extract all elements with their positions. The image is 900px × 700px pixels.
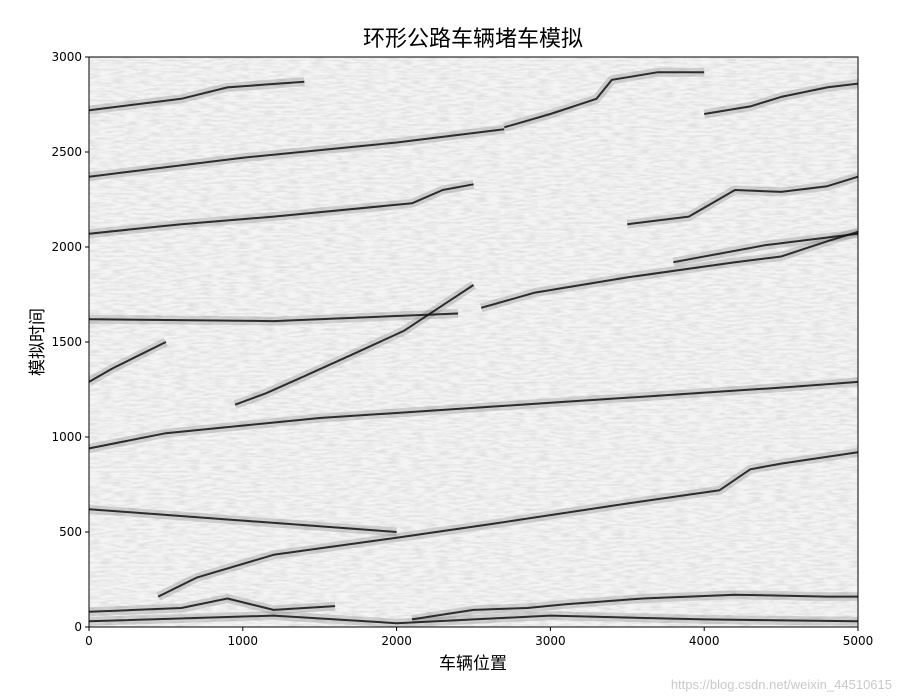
x-tick-label: 1000: [228, 634, 259, 648]
x-tick-label: 0: [85, 634, 93, 648]
x-tick-label: 3000: [535, 634, 566, 648]
jam-trace: [673, 232, 858, 264]
y-tick-label: 2500: [51, 145, 82, 159]
jam-trace: [89, 508, 397, 533]
jam-trace: [89, 597, 336, 613]
jam-trace: [480, 230, 858, 309]
watermark: https://blog.csdn.net/weixin_44510615: [670, 677, 892, 692]
jam-traces: [89, 71, 858, 625]
jam-trace: [234, 284, 475, 406]
y-tick-label: 1500: [51, 335, 82, 349]
jam-trace: [89, 341, 167, 383]
x-tick-label: 2000: [381, 634, 412, 648]
x-tick-label: 4000: [689, 634, 720, 648]
jam-trace: [157, 451, 858, 598]
x-axis-ticks: 0 1000 2000 3000 4000 5000: [85, 627, 873, 648]
jam-trace: [89, 128, 505, 178]
jam-trace: [627, 175, 858, 226]
jam-trace: [89, 614, 858, 625]
chart-title: 环形公路车辆堵车模拟: [363, 27, 583, 52]
y-tick-label: 2000: [51, 240, 82, 254]
jam-trace: [89, 183, 474, 235]
y-axis-ticks: 0 500 1000 1500 2000 2500 3000: [51, 50, 89, 634]
jam-trace: [89, 80, 305, 112]
y-axis-label: 模拟时间: [28, 308, 48, 376]
jam-trace: [89, 380, 858, 450]
y-tick-label: 3000: [51, 50, 82, 64]
x-axis-label: 车辆位置: [439, 654, 507, 674]
jam-trace: [411, 593, 858, 621]
texture-noise: [89, 57, 858, 627]
jam-trace: [704, 82, 858, 115]
y-tick-label: 0: [74, 620, 82, 634]
jam-trace: [89, 312, 459, 323]
jam-trace: [504, 71, 705, 129]
y-tick-label: 500: [59, 525, 82, 539]
x-tick-label: 5000: [843, 634, 874, 648]
y-tick-label: 1000: [51, 430, 82, 444]
